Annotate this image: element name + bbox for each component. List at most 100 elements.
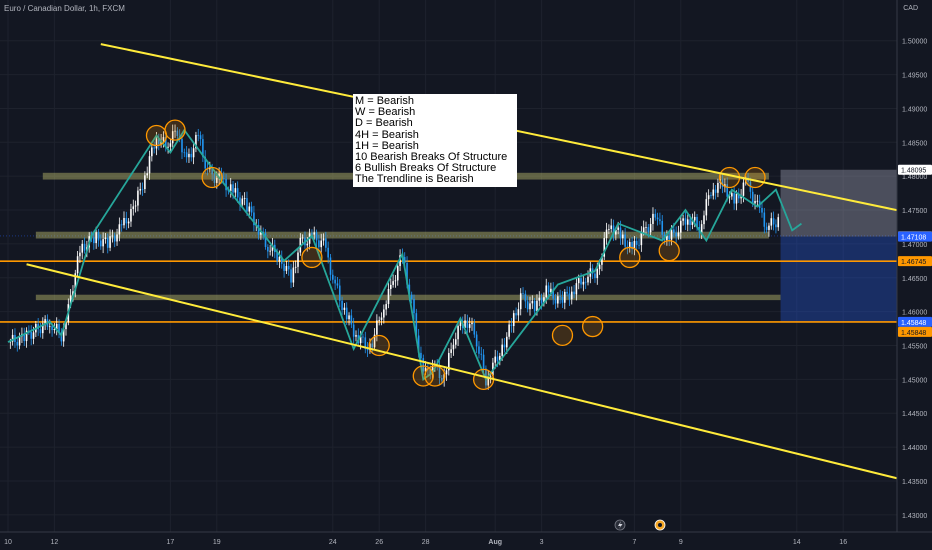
candle-body bbox=[376, 320, 378, 335]
candle-body bbox=[557, 296, 559, 304]
note-line: 6 Bullish Breaks Of Structure bbox=[355, 162, 497, 175]
candle-body bbox=[545, 285, 548, 298]
candle-body bbox=[603, 238, 606, 257]
candle-body bbox=[482, 354, 485, 369]
candle-body bbox=[276, 252, 278, 262]
candle-body bbox=[691, 220, 694, 225]
candle-body bbox=[373, 334, 376, 348]
candle-body bbox=[315, 232, 318, 241]
x-tick-label: 7 bbox=[632, 539, 636, 546]
candle-body bbox=[188, 153, 190, 158]
candle-body bbox=[62, 329, 65, 342]
candle-body bbox=[633, 240, 636, 250]
y-tick-label: 1.44000 bbox=[902, 445, 927, 452]
candle-body bbox=[102, 239, 104, 247]
candle-body bbox=[204, 156, 206, 169]
candle-body bbox=[728, 196, 731, 198]
candle-body bbox=[536, 300, 538, 312]
candle-body bbox=[42, 323, 44, 334]
candle-body bbox=[171, 131, 174, 144]
candle-body bbox=[777, 217, 780, 228]
candle-body bbox=[738, 193, 740, 199]
candle-body bbox=[506, 336, 508, 348]
candle-body bbox=[538, 297, 541, 301]
zone-rect bbox=[35, 294, 781, 301]
candle-body bbox=[707, 195, 710, 200]
price-label-bg bbox=[898, 231, 932, 242]
candle-body bbox=[396, 266, 399, 281]
candle-body bbox=[487, 376, 490, 386]
candle-body bbox=[617, 227, 619, 230]
candle-body bbox=[642, 227, 645, 233]
candle-body bbox=[250, 206, 253, 213]
candle-body bbox=[765, 226, 768, 230]
candle-body bbox=[612, 225, 615, 235]
candle-body bbox=[359, 336, 362, 344]
candle-body bbox=[403, 257, 406, 264]
candle-body bbox=[144, 175, 146, 190]
x-tick-label: Aug bbox=[488, 539, 502, 546]
candle-body bbox=[712, 189, 715, 196]
candle-body bbox=[735, 193, 738, 204]
candle-body bbox=[524, 293, 527, 302]
candle-body bbox=[97, 232, 100, 241]
candle-body bbox=[415, 313, 418, 336]
candle-body bbox=[640, 232, 643, 246]
candle-body bbox=[11, 334, 14, 342]
candle-body bbox=[489, 375, 492, 377]
price-label-bg bbox=[898, 316, 932, 327]
candle-body bbox=[325, 238, 327, 248]
candle-body bbox=[385, 304, 387, 310]
candle-body bbox=[134, 205, 137, 207]
candle-body bbox=[111, 235, 114, 237]
candle-body bbox=[81, 243, 84, 253]
symbol-title: Euro / Canadian Dollar, 1h, FXCM bbox=[4, 4, 125, 13]
candle-body bbox=[471, 322, 473, 325]
candle-body bbox=[371, 343, 374, 348]
candle-body bbox=[601, 256, 603, 265]
candle-body bbox=[65, 322, 67, 330]
candle-body bbox=[23, 333, 26, 342]
candle-body bbox=[76, 256, 79, 274]
note-line: D = Bearish bbox=[355, 117, 413, 130]
swing-circle bbox=[145, 124, 168, 147]
candle-body bbox=[605, 229, 608, 239]
candle-body bbox=[174, 130, 176, 132]
y-tick-label: 1.43000 bbox=[902, 513, 927, 520]
candle-body bbox=[113, 235, 116, 242]
price-axis: 1.50000 1.49500 1.49000 1.48500 1.48000 1.475… bbox=[896, 0, 932, 550]
swing-circle bbox=[301, 246, 323, 269]
candle-body bbox=[236, 188, 239, 198]
candle-body bbox=[422, 358, 425, 372]
candle-body bbox=[146, 173, 148, 176]
candle-body bbox=[334, 279, 336, 284]
candle-body bbox=[457, 326, 459, 340]
candle-body bbox=[148, 156, 151, 174]
candle-body bbox=[387, 288, 390, 305]
candle-body bbox=[322, 238, 325, 241]
candle-body bbox=[132, 206, 135, 210]
candle-body bbox=[106, 237, 109, 248]
candle-body bbox=[53, 329, 56, 331]
candle-body bbox=[292, 267, 295, 283]
candle-body bbox=[473, 322, 476, 335]
y-tick-label: 1.49500 bbox=[902, 73, 927, 80]
note-line: 10 Bearish Breaks Of Structure bbox=[355, 151, 508, 164]
candle-body bbox=[512, 313, 515, 327]
candle-body bbox=[431, 366, 434, 375]
candle-body bbox=[164, 137, 167, 148]
candle-body bbox=[413, 299, 415, 314]
candle-body bbox=[392, 281, 394, 285]
candle-body bbox=[264, 233, 267, 247]
candle-body bbox=[573, 291, 575, 295]
price-label: 1.47108 bbox=[901, 235, 926, 242]
price-label: 1.48095 bbox=[901, 168, 926, 175]
candle-body bbox=[243, 198, 246, 199]
candle-body bbox=[468, 324, 471, 328]
candle-body bbox=[109, 236, 111, 248]
dividend-icon-center bbox=[658, 523, 662, 527]
candle-body bbox=[575, 283, 578, 295]
candle-body bbox=[257, 225, 260, 235]
candle-body bbox=[120, 224, 123, 226]
candle-body bbox=[306, 243, 309, 246]
